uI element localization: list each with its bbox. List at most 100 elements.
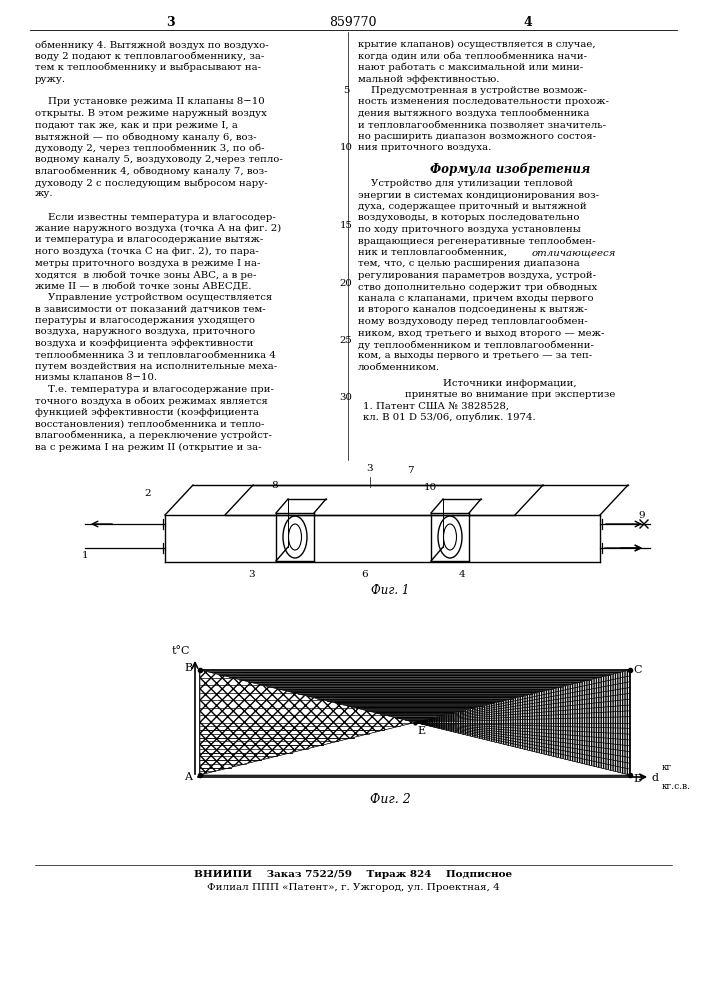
Text: отличающееся: отличающееся <box>532 248 617 257</box>
Text: ружу.: ружу. <box>35 75 66 84</box>
Text: 7: 7 <box>407 466 414 475</box>
Text: ду теплообменником и тепловлагообменни-: ду теплообменником и тепловлагообменни- <box>358 340 594 350</box>
Text: воздуха и коэффициента эффективности: воздуха и коэффициента эффективности <box>35 339 253 348</box>
Text: жиме II — в любой точке зоны АВЕСДЕ.: жиме II — в любой точке зоны АВЕСДЕ. <box>35 282 252 290</box>
Text: дения вытяжного воздуха теплообменника: дения вытяжного воздуха теплообменника <box>358 109 590 118</box>
Text: d: d <box>652 773 659 783</box>
Text: 9: 9 <box>638 512 645 520</box>
Text: и температура и влагосодержание вытяж-: и температура и влагосодержание вытяж- <box>35 235 263 244</box>
Text: точного воздуха в обоих режимах является: точного воздуха в обоих режимах является <box>35 396 268 406</box>
Text: 2: 2 <box>145 488 151 497</box>
Text: ного воздуха (точка С на фиг. 2), то пара-: ного воздуха (точка С на фиг. 2), то пар… <box>35 247 259 256</box>
Text: Устройство для утилизации тепловой: Устройство для утилизации тепловой <box>358 179 573 188</box>
Polygon shape <box>415 670 630 775</box>
Text: При установке режима II клапаны 8−10: При установке режима II клапаны 8−10 <box>35 98 264 106</box>
Text: водному каналу 5, воздуховоду 2,через тепло-: водному каналу 5, воздуховоду 2,через те… <box>35 155 283 164</box>
Text: 1. Патент США № 3828528,: 1. Патент США № 3828528, <box>363 401 509 410</box>
Text: Источники информации,: Источники информации, <box>443 378 577 387</box>
Text: 10: 10 <box>339 143 352 152</box>
Text: ва с режима I на режим II (открытие и за-: ва с режима I на режим II (открытие и за… <box>35 442 262 452</box>
Text: ком, а выходы первого и третьего — за теп-: ком, а выходы первого и третьего — за те… <box>358 352 592 360</box>
Text: 6: 6 <box>362 570 368 579</box>
Text: метры приточного воздуха в режиме I на-: метры приточного воздуха в режиме I на- <box>35 258 260 267</box>
Text: t°C: t°C <box>172 646 190 656</box>
Text: B: B <box>184 663 192 673</box>
Text: 4: 4 <box>524 16 532 29</box>
Text: 3: 3 <box>367 464 373 473</box>
Text: D: D <box>633 774 643 784</box>
Text: 20: 20 <box>339 278 352 288</box>
Text: восстановления) теплообменника и тепло-: восстановления) теплообменника и тепло- <box>35 420 264 428</box>
Text: подают так же, как и при режиме I, а: подают так же, как и при режиме I, а <box>35 120 238 129</box>
Text: ник и тепловлагообменник,: ник и тепловлагообменник, <box>358 248 510 257</box>
Text: воду 2 подают к тепловлагообменнику, за-: воду 2 подают к тепловлагообменнику, за- <box>35 51 264 61</box>
Text: и тепловлагообменника позволяет значитель-: и тепловлагообменника позволяет значител… <box>358 120 606 129</box>
Text: воздуховоды, в которых последовательно: воздуховоды, в которых последовательно <box>358 214 580 223</box>
Text: A: A <box>184 772 192 782</box>
Text: пературы и влагосодержания уходящего: пературы и влагосодержания уходящего <box>35 316 255 325</box>
Text: Управление устройством осуществляется: Управление устройством осуществляется <box>35 293 272 302</box>
Text: вращающиеся регенеративные теплообмен-: вращающиеся регенеративные теплообмен- <box>358 236 595 246</box>
Text: 1: 1 <box>82 551 88 560</box>
Text: 5: 5 <box>343 86 349 95</box>
Text: ния приточного воздуха.: ния приточного воздуха. <box>358 143 491 152</box>
Text: ходятся  в любой точке зоны АВС, а в ре-: ходятся в любой точке зоны АВС, а в ре- <box>35 270 257 279</box>
Text: Фиг. 2: Фиг. 2 <box>370 793 410 806</box>
Text: кг.с.в.: кг.с.в. <box>662 782 691 791</box>
Text: Т.е. температура и влагосодержание при-: Т.е. температура и влагосодержание при- <box>35 385 274 394</box>
Text: тем к теплообменнику и выбрасывают на-: тем к теплообменнику и выбрасывают на- <box>35 63 261 73</box>
Text: ство дополнительно содержит три обводных: ство дополнительно содержит три обводных <box>358 282 597 292</box>
Text: нают работать с максимальной или мини-: нают работать с максимальной или мини- <box>358 63 583 73</box>
Text: лообменником.: лообменником. <box>358 363 440 372</box>
Text: принятые во внимание при экспертизе: принятые во внимание при экспертизе <box>405 390 615 399</box>
Text: ность изменения последовательности прохож-: ность изменения последовательности прохо… <box>358 98 609 106</box>
Text: E: E <box>417 726 425 736</box>
Text: 25: 25 <box>339 336 352 345</box>
Polygon shape <box>200 670 415 775</box>
Polygon shape <box>200 670 630 722</box>
Text: духоводу 2 с последующим выбросом нару-: духоводу 2 с последующим выбросом нару- <box>35 178 268 188</box>
Text: C: C <box>633 665 642 675</box>
Text: кл. В 01 D 53/06, опублик. 1974.: кл. В 01 D 53/06, опублик. 1974. <box>363 413 536 422</box>
Text: крытие клапанов) осуществляется в случае,: крытие клапанов) осуществляется в случае… <box>358 40 595 49</box>
Text: регулирования параметров воздуха, устрой-: регулирования параметров воздуха, устрой… <box>358 271 596 280</box>
Text: 4: 4 <box>459 570 465 579</box>
Text: духоводу 2, через теплообменник 3, по об-: духоводу 2, через теплообменник 3, по об… <box>35 143 264 153</box>
Text: низмы клапанов 8−10.: низмы клапанов 8−10. <box>35 373 157 382</box>
Text: в зависимости от показаний датчиков тем-: в зависимости от показаний датчиков тем- <box>35 304 266 314</box>
Text: 30: 30 <box>339 393 352 402</box>
Text: вытяжной — по обводному каналу 6, воз-: вытяжной — по обводному каналу 6, воз- <box>35 132 257 141</box>
Text: функцией эффективности (коэффициента: функцией эффективности (коэффициента <box>35 408 259 417</box>
Text: мальной эффективностью.: мальной эффективностью. <box>358 75 500 84</box>
Text: теплообменника 3 и тепловлагообменника 4: теплообменника 3 и тепловлагообменника 4 <box>35 351 276 360</box>
Text: 8: 8 <box>271 481 279 489</box>
Text: энергии в системах кондиционирования воз-: энергии в системах кондиционирования воз… <box>358 190 599 200</box>
Text: Фиг. 1: Фиг. 1 <box>370 584 409 597</box>
Text: ВНИИПИ    Заказ 7522/59    Тираж 824    Подписное: ВНИИПИ Заказ 7522/59 Тираж 824 Подписное <box>194 870 512 879</box>
Text: канала с клапанами, причем входы первого: канала с клапанами, причем входы первого <box>358 294 594 303</box>
Text: но расширить диапазон возможного состоя-: но расширить диапазон возможного состоя- <box>358 132 596 141</box>
Text: обменнику 4. Вытяжной воздух по воздухо-: обменнику 4. Вытяжной воздух по воздухо- <box>35 40 269 49</box>
Text: 3: 3 <box>249 570 255 579</box>
Polygon shape <box>200 722 630 775</box>
Text: влагообменник 4, обводному каналу 7, воз-: влагообменник 4, обводному каналу 7, воз… <box>35 166 267 176</box>
Text: ному воздуховоду перед тепловлагообмен-: ному воздуховоду перед тепловлагообмен- <box>358 317 588 326</box>
Text: и второго каналов подсоединены к вытяж-: и второго каналов подсоединены к вытяж- <box>358 306 588 314</box>
Text: 15: 15 <box>339 221 352 230</box>
Text: 10: 10 <box>423 484 437 492</box>
Text: Предусмотренная в устройстве возмож-: Предусмотренная в устройстве возмож- <box>358 86 587 95</box>
Text: ником, вход третьего и выход второго — меж-: ником, вход третьего и выход второго — м… <box>358 328 604 338</box>
Text: жу.: жу. <box>35 190 54 198</box>
Text: духа, содержащее приточный и вытяжной: духа, содержащее приточный и вытяжной <box>358 202 587 211</box>
Text: кг: кг <box>662 763 672 772</box>
Text: влагообменника, а переключение устройст-: влагообменника, а переключение устройст- <box>35 431 272 440</box>
Text: тем, что, с целью расширения диапазона: тем, что, с целью расширения диапазона <box>358 259 580 268</box>
Text: 3: 3 <box>165 16 175 29</box>
Text: 859770: 859770 <box>329 16 377 29</box>
Text: жание наружного воздуха (точка А на фиг. 2): жание наружного воздуха (точка А на фиг.… <box>35 224 281 233</box>
Text: Если известны температура и влагосодер-: Если известны температура и влагосодер- <box>35 213 276 222</box>
Text: Формула изобретения: Формула изобретения <box>430 163 590 176</box>
Text: открыты. В этом режиме наружный воздух: открыты. В этом режиме наружный воздух <box>35 109 267 118</box>
Text: Филиал ППП «Патент», г. Ужгород, ул. Проектная, 4: Филиал ППП «Патент», г. Ужгород, ул. Про… <box>206 883 499 892</box>
Text: путем воздействия на исполнительные меха-: путем воздействия на исполнительные меха… <box>35 362 277 371</box>
